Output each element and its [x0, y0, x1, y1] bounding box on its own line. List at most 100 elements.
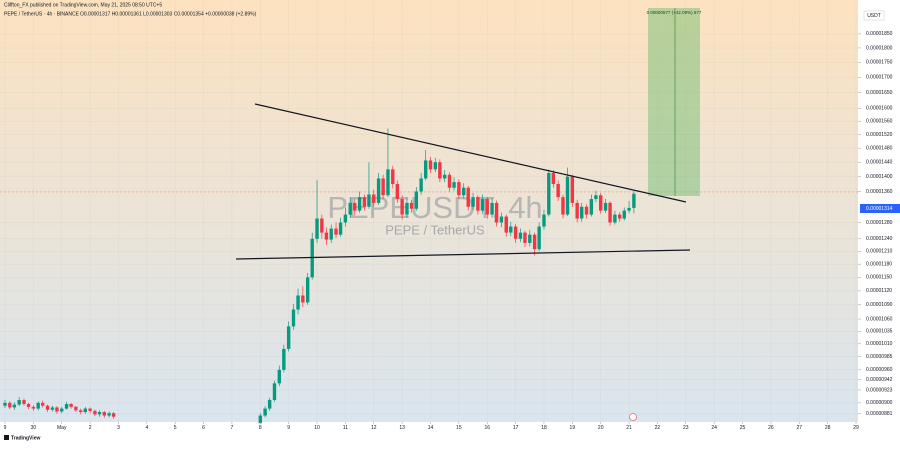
candle-body: [367, 194, 371, 207]
candle-body: [461, 187, 466, 196]
brand-logo: [4, 435, 9, 440]
y-tick-label: 0.00000942: [866, 377, 893, 383]
x-tick-label: 29: [853, 425, 859, 431]
y-tick-label: 0.00001150: [866, 275, 892, 281]
candle-body: [386, 169, 390, 196]
x-tick-label: 24: [711, 425, 717, 431]
x-tick-label: 4: [145, 425, 148, 431]
candle-body: [31, 406, 36, 409]
x-tick-label: 9: [4, 425, 7, 431]
y-tick-label: 0.00000900: [866, 400, 893, 406]
y-tick-label: 0.00001010: [866, 341, 893, 347]
candle-body: [263, 408, 267, 416]
candle-body: [400, 199, 404, 215]
x-tick-label: 2: [89, 425, 92, 431]
x-tick-label: 8: [259, 425, 262, 431]
plot-background: [0, 0, 858, 422]
candle-body: [494, 202, 499, 223]
candle-body: [282, 348, 286, 370]
candle-body: [301, 295, 305, 303]
candle-body: [372, 194, 376, 203]
currency-box[interactable]: [863, 10, 885, 21]
candle-body: [523, 232, 527, 243]
candle-body: [584, 206, 589, 215]
candle-body: [55, 407, 59, 412]
candle-body: [50, 407, 55, 410]
candle-body: [627, 207, 631, 211]
y-tick-label: 0.00001560: [866, 119, 893, 125]
candle-body: [556, 183, 560, 198]
target-label: 0.00000577 (+42.09%) 577: [647, 10, 702, 15]
candle-body: [509, 226, 513, 233]
candle-body: [504, 216, 508, 233]
candle-body: [438, 162, 442, 179]
candle-body: [324, 232, 329, 240]
x-tick-label: 11: [343, 425, 348, 431]
price-axis-background: [858, 0, 900, 445]
candle-body: [575, 202, 579, 219]
candle-body: [93, 410, 97, 415]
candle-body: [476, 197, 480, 211]
currency: USDT: [867, 13, 881, 19]
candle-body: [329, 228, 333, 240]
y-tick-label: 0.00001280: [866, 220, 893, 226]
candle-body: [622, 210, 626, 219]
candle-body: [3, 402, 7, 406]
y-tick-label: 0.00000960: [866, 367, 893, 373]
candle-body: [532, 234, 537, 250]
candle-body: [551, 172, 556, 184]
target-zone: [648, 8, 700, 196]
candle-body: [305, 277, 310, 303]
candle-body: [608, 202, 612, 223]
x-tick-label: 17: [513, 425, 519, 431]
candle-body: [376, 178, 381, 203]
candle-body: [618, 214, 622, 219]
y-tick-label: 0.00001090: [866, 302, 893, 308]
candle-body: [102, 412, 106, 416]
candle-body: [8, 402, 12, 408]
candle-body: [428, 160, 433, 170]
candle-body: [561, 197, 565, 215]
candle-body: [111, 413, 116, 417]
y-tick-label: 0.00001400: [866, 174, 893, 180]
candle-body: [357, 197, 362, 211]
candle-body: [613, 214, 617, 223]
x-tick-label: 16: [484, 425, 490, 431]
y-tick-label: 0.00000923: [866, 387, 893, 393]
candle-body: [414, 191, 419, 209]
x-tick-label: 30: [31, 425, 37, 431]
candle-body: [499, 216, 504, 223]
candle-body: [447, 174, 452, 188]
candle-body: [466, 187, 470, 207]
candle-body: [343, 214, 348, 223]
candle-body: [22, 400, 26, 405]
y-tick-label: 0.00001850: [866, 31, 893, 37]
x-tick-label: 15: [456, 425, 462, 431]
candle-body: [36, 402, 40, 409]
x-tick-label: 7: [231, 425, 234, 431]
y-tick-label: 0.00001750: [866, 60, 893, 66]
candle-body: [69, 404, 73, 407]
candle-body: [599, 195, 603, 211]
candle-body: [107, 413, 111, 416]
y-tick-label: 0.00001360: [866, 189, 893, 195]
candle-body: [286, 326, 291, 349]
event-icon[interactable]: [629, 413, 637, 421]
candle-body: [60, 408, 64, 412]
y-tick-label: 0.00001480: [866, 145, 893, 151]
last-price-box: [860, 204, 900, 213]
candle-body: [565, 176, 570, 215]
candle-body: [291, 309, 296, 327]
ohlc-legend: O0.00001317 H0.00001361 L0.00001303 C0.0…: [80, 11, 257, 17]
candle-body: [409, 202, 414, 209]
candle-body: [26, 404, 31, 407]
x-tick-label: 20: [598, 425, 604, 431]
y-tick-label: 0.00000881: [866, 411, 893, 417]
y-tick-label: 0.00001240: [866, 236, 893, 242]
candle-body: [490, 202, 494, 215]
candle-body: [480, 199, 485, 211]
candle-body: [97, 412, 102, 415]
candle-body: [405, 202, 409, 215]
candle-body: [570, 176, 575, 203]
